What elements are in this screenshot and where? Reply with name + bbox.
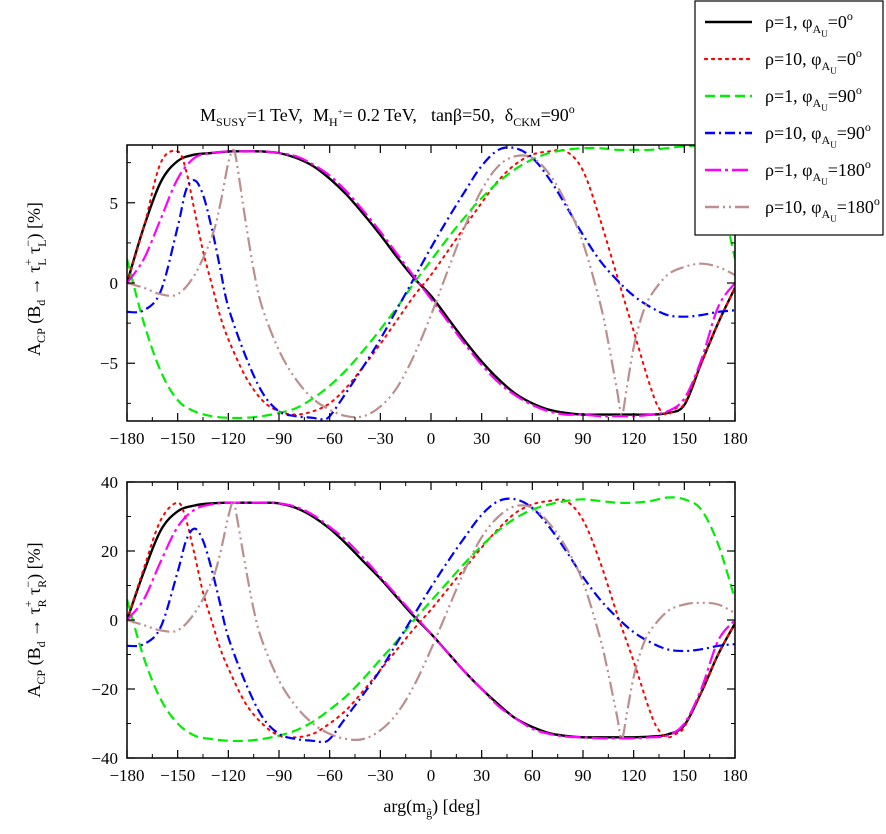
x-tick-label: −150	[160, 766, 195, 785]
legend-item: ρ=1, φAU=180o	[705, 157, 871, 187]
x-tick-label: 30	[473, 766, 490, 785]
series-line-3	[127, 496, 735, 743]
bottom-panel-ticks: −180 −150 −120 −90 −60 −30 0 30 60 90 120 150 180 −40…	[91, 473, 747, 785]
series-line-4	[127, 497, 735, 743]
x-tick-label: 30	[473, 429, 490, 448]
bottom-panel: −180 −150 −120 −90 −60 −30 0 30 60 90 120 150 180 −40…	[21, 473, 748, 820]
x-tick-label: −180	[109, 429, 144, 448]
legend-item: ρ=1, φAU=0o	[705, 9, 853, 39]
y-tick-label: −20	[91, 680, 118, 699]
legend-label: ρ=1, φAU=0o	[765, 9, 853, 39]
legend-item: ρ=10, φAU=180o	[705, 194, 880, 224]
series-line-6	[127, 148, 735, 419]
x-tick-label: −90	[266, 766, 293, 785]
legend-label: ρ=1, φAU=180o	[765, 157, 871, 187]
top-panel: −180 −150 −120 −90 −60 −30 0 30 60 90 120 150 180 −5 0…	[21, 144, 748, 448]
y-tick-label: 0	[110, 611, 119, 630]
x-tick-label: −120	[211, 766, 246, 785]
legend-label: ρ=1, φAU=90o	[765, 83, 862, 113]
top-y-axis-label: ACP (Bd → τ+L τ−L) [%]	[21, 202, 49, 356]
legend-label: ρ=10, φAU=0o	[765, 46, 862, 76]
x-tick-label: −120	[211, 429, 246, 448]
top-panel-ticks: −180 −150 −120 −90 −60 −30 0 30 60 90 120 150 180 −5 0…	[100, 145, 748, 448]
x-tick-label: 90	[575, 429, 592, 448]
legend-item: ρ=1, φAU=90o	[705, 83, 862, 113]
x-tick-label: −90	[266, 429, 293, 448]
y-tick-label: 0	[110, 274, 119, 293]
chart-title: MSUSY=1 TeV, MH+= 0.2 TeV, tanβ=50, δCKM=90…	[200, 102, 575, 129]
top-panel-series	[127, 145, 735, 421]
legend-item: ρ=10, φAU=90o	[705, 120, 871, 150]
series-line-6	[127, 499, 735, 741]
bottom-y-axis-label: ACP (Bd → τ+R τ−R) [%]	[21, 542, 49, 697]
series-line-2	[127, 498, 735, 739]
x-tick-label: 120	[621, 766, 647, 785]
legend: ρ=1, φAU=0o ρ=10, φAU=0o ρ=1, φAU=90o ρ=10,…	[694, 0, 884, 236]
x-tick-label: 180	[722, 766, 748, 785]
legend-label: ρ=10, φAU=180o	[765, 194, 880, 224]
series-line-4	[127, 146, 735, 421]
y-tick-label: 5	[110, 194, 119, 213]
series-line-5	[127, 501, 735, 740]
series-line-3	[127, 145, 735, 420]
x-tick-label: −30	[367, 766, 394, 785]
x-axis-label: arg(mg̃) [deg]	[383, 796, 480, 820]
top-panel-frame	[126, 144, 736, 422]
series-line-2	[127, 148, 735, 416]
x-tick-label: 0	[427, 429, 436, 448]
bottom-panel-frame	[126, 481, 736, 759]
x-tick-label: −150	[160, 429, 195, 448]
x-tick-label: −30	[367, 429, 394, 448]
x-tick-label: 150	[672, 429, 698, 448]
x-tick-label: −60	[316, 429, 343, 448]
x-tick-label: −60	[316, 766, 343, 785]
bottom-panel-series	[127, 496, 735, 743]
legend-box	[694, 0, 884, 236]
x-tick-label: 60	[524, 429, 541, 448]
series-line-1	[127, 501, 735, 739]
x-tick-label: 0	[427, 766, 436, 785]
series-line-1	[127, 150, 735, 416]
y-tick-label: −40	[91, 749, 118, 768]
x-tick-label: 120	[621, 429, 647, 448]
legend-label: ρ=10, φAU=90o	[765, 120, 871, 150]
x-tick-label: 150	[672, 766, 698, 785]
x-tick-label: 60	[524, 766, 541, 785]
x-tick-label: −180	[109, 766, 144, 785]
y-tick-label: −5	[100, 354, 118, 373]
x-tick-label: 180	[722, 429, 748, 448]
y-tick-label: 40	[101, 473, 118, 492]
y-tick-label: 20	[101, 542, 118, 561]
legend-item: ρ=10, φAU=0o	[703, 46, 862, 76]
x-tick-label: 90	[575, 766, 592, 785]
series-line-5	[127, 150, 735, 418]
